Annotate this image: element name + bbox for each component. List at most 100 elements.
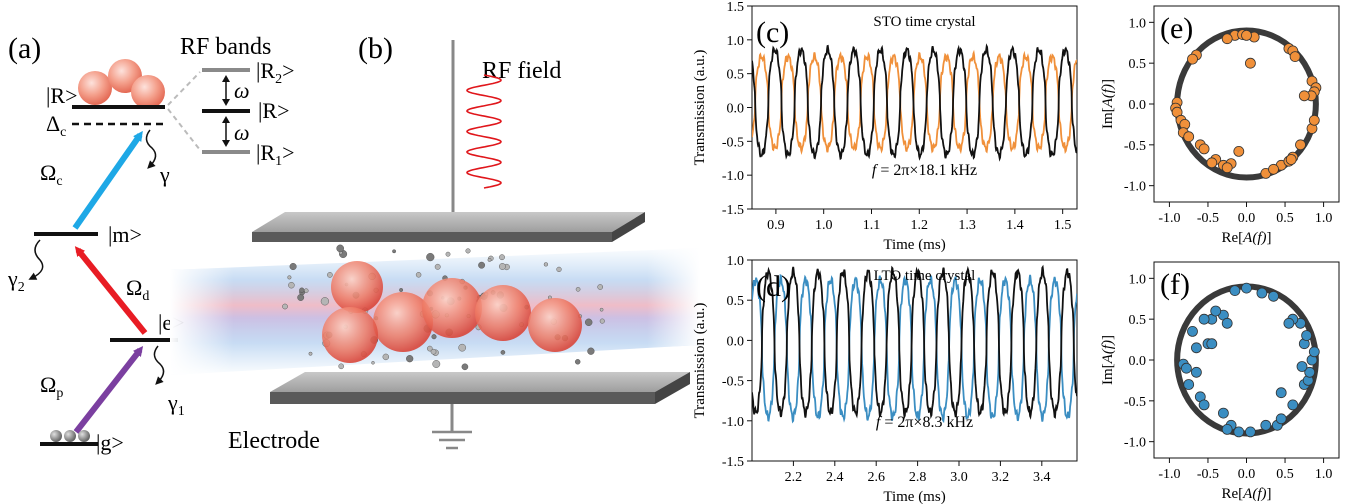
scatter-point [1296,361,1308,372]
ground-atom [64,430,76,442]
delta-c-label: Δc [46,111,66,140]
probe-arrow [73,346,144,434]
omega-d-label: Ωd [126,275,149,304]
ground-atom [78,430,90,442]
y-axis-label-post: ] [1100,79,1116,84]
atom-particle [478,261,485,269]
panel-label: (d) [756,270,791,303]
frequency-value: = 2π×8.3 kHz [880,414,973,431]
atom-particle [426,345,433,352]
x-tick-label: 3.0 [950,470,968,485]
panel-label: (f) [1160,268,1190,301]
atom-particle [500,350,506,355]
atom-particle [426,253,435,262]
x-tick-label: 1.1 [863,218,881,233]
chart-f: -1.0 -0.5 0.0 0.5 1.0 -1.0 -0.5 0.0 0.5 1.0 (f) Re[… [1100,261,1340,502]
band-connector-lower [167,108,201,151]
x-tick-label: 3.2 [992,470,1010,485]
scatter-point [1287,399,1299,411]
x-tick-label: -0.5 [1197,467,1219,482]
scatter-point [1198,399,1210,411]
y-axis-label: Im[A(f)] [1100,335,1116,385]
panel-a: (a) RF bands |R> Δc ω ω [7,32,295,455]
atom-particle [543,262,548,267]
scatter-point [1221,423,1233,435]
scatter-point [1285,154,1297,165]
x-axis-label: Time (ms) [883,489,945,504]
series-line [752,43,1077,162]
y-tick-label: -1.5 [722,455,744,470]
rydberg-superatom [422,278,482,338]
gamma-label: γ [159,162,170,187]
scatter-point [1275,387,1287,399]
rydberg-atom [131,75,165,109]
electrode-label: Electrode [228,428,320,454]
atom-particle [431,334,437,340]
y-tick-label: 0.0 [1129,354,1147,369]
scatter-point [1198,313,1210,325]
atom-particle [282,303,288,310]
y-tick-label: -1.0 [722,415,744,430]
atom-particle [338,363,345,370]
chart-c: -1.5 -1.0 -0.5 0.0 0.5 1.0 1.5 0.9 1.0 1.1 1.2 1.3 1… [692,0,1078,253]
series-line [752,49,1077,156]
scatter-point [1241,282,1252,294]
scatter-point [1283,317,1295,329]
decay-arrow-gamma-2 [28,239,44,280]
atom-particle [297,294,305,301]
x-axis-label: Re[A(f)] [1222,230,1272,246]
atom-particle [432,360,441,368]
y-tick-label: 0.0 [727,334,745,349]
level-m-label: |m> [108,222,142,247]
frequency-value: = 2π×18.1 kHz [876,162,977,179]
y-axis-label: Transmission (a.u.) [692,303,708,419]
y-axis-label: Im[A(f)] [1100,79,1116,129]
y-tick-label: -1.0 [1124,180,1146,195]
omega-label-upper: ω [234,78,250,103]
panel-a-label: (a) [8,32,41,65]
x-axis-label-pre: Re[ [1222,486,1244,502]
x-axis-label-italic: A(f) [1242,486,1266,502]
x-axis-label-italic: A(f) [1242,230,1266,246]
atom-particle [288,282,295,289]
x-tick-label: 1.3 [958,218,976,233]
y-axis-label-italic: A(f) [1100,84,1116,108]
y-tick-label: 1.5 [727,0,745,15]
scatter-point [1210,305,1222,317]
y-axis-label-pre: Im[ [1100,107,1116,129]
rydberg-atom [78,71,112,105]
x-tick-label: -1.0 [1158,467,1180,482]
atom-particle [458,343,467,352]
atom-particle [461,363,469,371]
y-tick-label: 0.0 [727,102,745,117]
atom-particle [382,353,389,361]
atom-particle [308,351,313,356]
ground-atoms [50,430,90,442]
series-line [752,273,1077,424]
scatter-point [1206,157,1218,169]
scatter-point [1256,287,1268,299]
scatter-point [1221,162,1233,174]
scatter-point [1295,139,1306,151]
dressing-arrow [74,246,148,335]
x-axis-label-post: ] [1267,230,1272,246]
x-tick-label: 2.4 [826,470,844,485]
omega-arrow-upper [222,75,230,106]
scatter-point [1301,330,1312,341]
x-tick-label: 1.2 [911,218,929,233]
rydberg-atom-cluster [78,59,165,109]
omega-p-label: Ωp [40,372,63,401]
chart-d: -1.5 -1.0 -0.5 0.0 0.5 1.0 2.2 2.4 2.6 2.8 3.0 3.2 3… [692,254,1078,504]
x-tick-label: 1.5 [1054,218,1072,233]
scatter-point [1218,407,1229,419]
scatter-point [1233,426,1245,438]
x-tick-label: 0.5 [1276,211,1294,226]
gamma-2-label: γ2 [7,266,25,295]
atom-particle [498,263,506,270]
y-axis-label-pre: Im[ [1100,363,1116,385]
scatter-point [1260,419,1272,431]
atom-particle [575,359,581,365]
x-tick-label: 1.0 [1315,467,1333,482]
frequency-symbol: f [876,414,883,431]
